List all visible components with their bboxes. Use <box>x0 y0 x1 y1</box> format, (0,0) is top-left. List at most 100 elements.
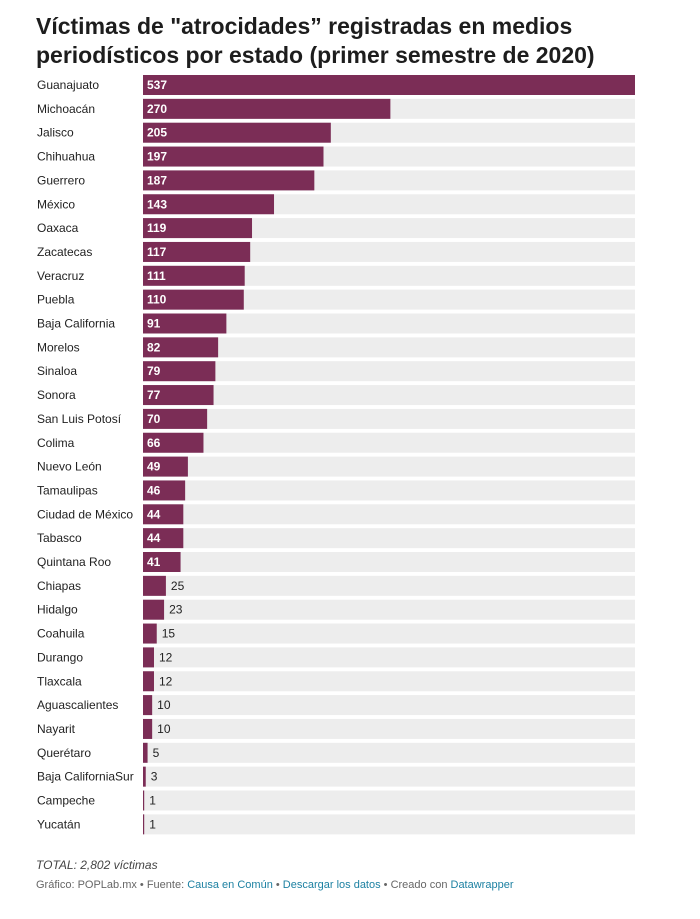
bar <box>143 480 186 501</box>
bar <box>143 647 154 668</box>
bar <box>143 814 145 835</box>
value-label: 25 <box>171 579 185 593</box>
bar <box>143 385 214 406</box>
value-label: 143 <box>147 197 167 211</box>
value-label: 119 <box>147 221 167 235</box>
value-label: 79 <box>147 364 161 378</box>
category-label: Sonora <box>37 388 76 402</box>
category-label: Veracruz <box>37 269 84 283</box>
category-label: Campeche <box>37 794 95 808</box>
bar <box>143 313 227 334</box>
bar-track <box>143 504 635 525</box>
category-label: Hidalgo <box>37 603 78 617</box>
value-label: 1 <box>149 817 156 831</box>
bar <box>143 75 635 95</box>
bar <box>143 623 157 644</box>
category-label: Tlaxcala <box>37 674 82 688</box>
value-label: 205 <box>147 126 167 140</box>
bar <box>143 218 253 239</box>
bar <box>143 241 251 262</box>
bar-track <box>143 599 635 620</box>
value-label: 197 <box>147 150 167 164</box>
bar <box>143 194 275 215</box>
value-label: 12 <box>159 674 173 688</box>
value-label: 41 <box>147 555 161 569</box>
footer-created-with: • Creado con <box>380 879 451 891</box>
value-label: 82 <box>147 340 161 354</box>
category-label: Baja California <box>37 317 115 331</box>
category-label: México <box>37 197 75 211</box>
datawrapper-link[interactable]: Datawrapper <box>450 879 514 891</box>
bar <box>143 146 324 167</box>
value-label: 70 <box>147 412 161 426</box>
bar <box>143 337 219 358</box>
category-label: Querétaro <box>37 746 91 760</box>
value-label: 44 <box>147 507 161 521</box>
total-note: TOTAL: 2,802 víctimas <box>36 858 158 872</box>
bar <box>143 408 208 429</box>
bar-track <box>143 671 635 692</box>
bar <box>143 790 145 811</box>
bar-track <box>143 313 635 334</box>
category-label: Ciudad de México <box>37 507 133 521</box>
category-label: Baja CaliforniaSur <box>37 770 134 784</box>
bar <box>143 98 391 119</box>
bar-track <box>143 385 635 406</box>
bar <box>143 432 204 453</box>
category-label: Tabasco <box>37 531 82 545</box>
bar-track <box>143 766 635 787</box>
category-label: Jalisco <box>37 126 74 140</box>
category-label: Michoacán <box>37 102 95 116</box>
bar-track <box>143 742 635 763</box>
value-label: 110 <box>147 293 167 307</box>
bar-track <box>143 575 635 596</box>
bar-track <box>143 528 635 549</box>
category-label: Nuevo León <box>37 460 102 474</box>
category-label: San Luis Potosí <box>37 412 122 426</box>
bar-track <box>143 265 635 286</box>
bar-track <box>143 289 635 310</box>
category-label: Tamaulipas <box>37 483 98 497</box>
category-label: Zacatecas <box>37 245 92 259</box>
category-label: Puebla <box>37 293 75 307</box>
category-label: Quintana Roo <box>37 555 111 569</box>
category-label: Guerrero <box>37 173 85 187</box>
bar <box>143 718 153 739</box>
value-label: 117 <box>147 245 167 259</box>
bar <box>143 671 154 692</box>
footer-credit: Gráfico: POPLab.mx • Fuente: <box>36 879 188 891</box>
bar <box>143 122 331 143</box>
value-label: 23 <box>169 603 183 617</box>
source-link[interactable]: Causa en Común <box>187 879 273 891</box>
bar-track <box>143 218 635 239</box>
bar <box>143 456 188 477</box>
download-data-link[interactable]: Descargar los datos <box>282 879 381 891</box>
bar-track <box>143 647 635 668</box>
value-label: 10 <box>157 722 171 736</box>
category-label: Chihuahua <box>37 150 95 164</box>
bar-track <box>143 432 635 453</box>
value-label: 15 <box>162 627 176 641</box>
bar-track <box>143 337 635 358</box>
bar-track <box>143 456 635 477</box>
bar <box>143 599 165 620</box>
category-label: Oaxaca <box>37 221 79 235</box>
value-label: 5 <box>153 746 160 760</box>
bar <box>143 552 181 572</box>
bar-track <box>143 814 635 835</box>
bar-track <box>143 623 635 644</box>
value-label: 537 <box>147 78 167 92</box>
value-label: 91 <box>147 317 161 331</box>
bar-track <box>143 552 635 572</box>
value-label: 46 <box>147 483 161 497</box>
bar-track <box>143 790 635 811</box>
value-label: 111 <box>147 269 166 283</box>
bar-track <box>143 408 635 429</box>
chart-title: Víctimas de "atrocidades” registradas en… <box>36 13 595 68</box>
value-label: 187 <box>147 173 167 187</box>
category-label: Guanajuato <box>37 78 99 92</box>
bar <box>143 766 146 787</box>
value-label: 44 <box>147 531 161 545</box>
value-label: 3 <box>151 770 158 784</box>
category-label: Morelos <box>37 340 80 354</box>
